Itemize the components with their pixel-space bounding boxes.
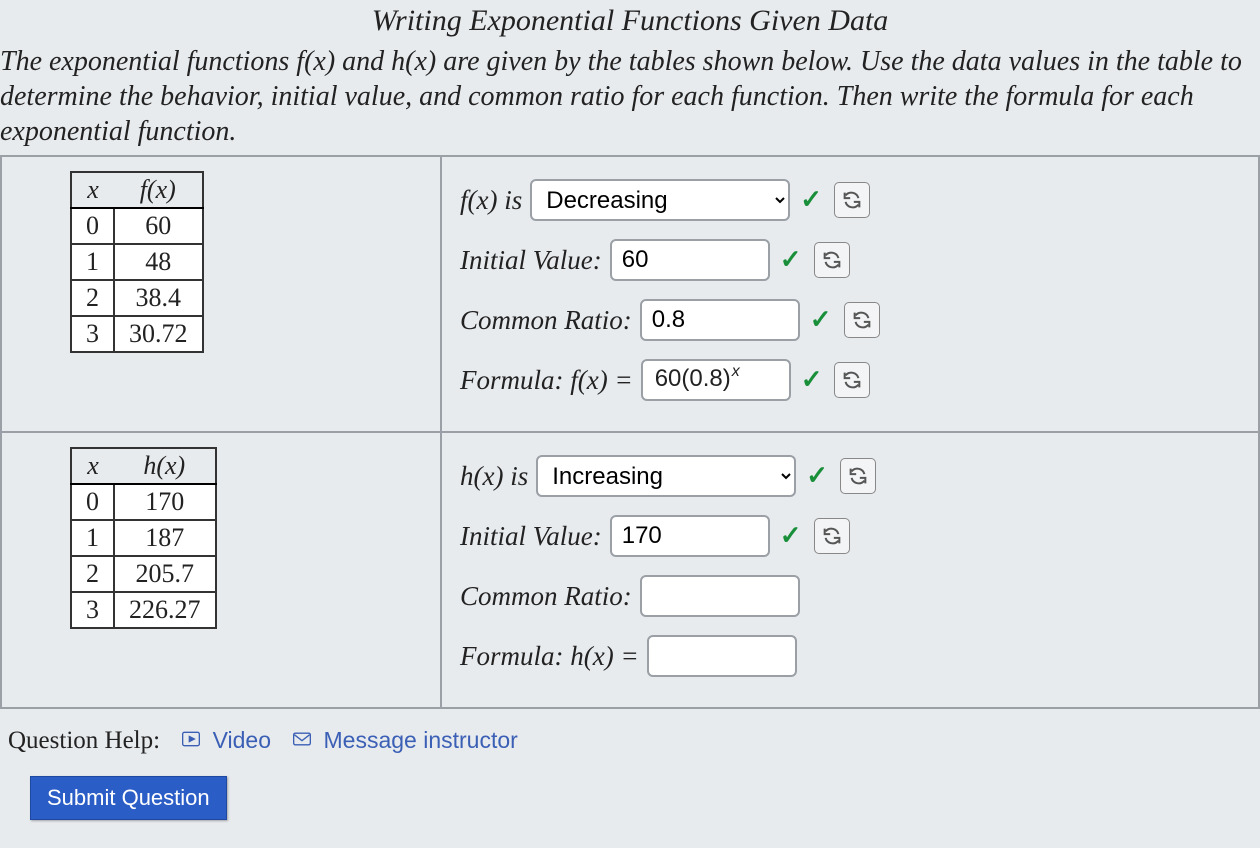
formula-input[interactable] — [647, 635, 797, 677]
retry-icon[interactable] — [814, 242, 850, 278]
initial-value-input[interactable] — [610, 515, 770, 557]
table-row: 2205.7 — [71, 556, 216, 592]
behavior-select[interactable]: IncreasingDecreasing — [530, 179, 790, 221]
formula-input[interactable]: 60(0.8)x — [641, 359, 791, 401]
table-row: 3226.27 — [71, 592, 216, 628]
question-grid: xf(x)060148238.4330.72f(x) is Increasing… — [0, 155, 1260, 709]
y-cell: 38.4 — [114, 280, 203, 316]
retry-icon[interactable] — [834, 362, 870, 398]
behavior-label: h(x) is — [460, 461, 528, 492]
table-row: 330.72 — [71, 316, 203, 352]
y-cell: 30.72 — [114, 316, 203, 352]
page-title: Writing Exponential Functions Given Data — [0, 0, 1260, 44]
initial-value-input[interactable] — [610, 239, 770, 281]
y-cell: 48 — [114, 244, 203, 280]
f-data-table: xf(x)060148238.4330.72 — [70, 171, 204, 353]
f-answer-cell: f(x) is IncreasingDecreasing✓Initial Val… — [441, 156, 1259, 432]
formula-label: Formula: f(x) = — [460, 365, 633, 396]
common-ratio-input[interactable] — [640, 575, 800, 617]
common-ratio-label: Common Ratio: — [460, 581, 632, 612]
col-x-header: x — [71, 448, 114, 484]
behavior-select[interactable]: IncreasingDecreasing — [536, 455, 796, 497]
retry-icon[interactable] — [840, 458, 876, 494]
x-cell: 2 — [71, 280, 114, 316]
message-instructor-link[interactable]: Message instructor — [324, 727, 518, 753]
formula-row: Formula: h(x) = — [460, 635, 1240, 677]
x-cell: 3 — [71, 316, 114, 352]
common-ratio-label: Common Ratio: — [460, 305, 632, 336]
h-table-cell: xh(x)017011872205.73226.27 — [1, 432, 441, 708]
retry-icon[interactable] — [834, 182, 870, 218]
table-row: 148 — [71, 244, 203, 280]
common-ratio-input[interactable] — [640, 299, 800, 341]
question-help-row: Question Help: Video Message instructor — [0, 709, 1260, 766]
common-ratio-row: Common Ratio: ✓ — [460, 299, 1240, 341]
behavior-label: f(x) is — [460, 185, 522, 216]
h-answer-cell: h(x) is IncreasingDecreasing✓Initial Val… — [441, 432, 1259, 708]
y-cell: 226.27 — [114, 592, 216, 628]
col-fx-header: h(x) — [114, 448, 216, 484]
table-row: 060 — [71, 208, 203, 244]
initial-value-row: Initial Value: ✓ — [460, 515, 1240, 557]
submit-question-button[interactable]: Submit Question — [30, 776, 227, 820]
y-cell: 205.7 — [114, 556, 216, 592]
video-icon — [180, 728, 202, 756]
y-cell: 170 — [114, 484, 216, 520]
y-cell: 60 — [114, 208, 203, 244]
x-cell: 1 — [71, 520, 114, 556]
retry-icon[interactable] — [814, 518, 850, 554]
x-cell: 1 — [71, 244, 114, 280]
help-label: Question Help: — [8, 727, 160, 754]
question-prompt: The exponential functions f(x) and h(x) … — [0, 44, 1260, 155]
initial-value-label: Initial Value: — [460, 245, 602, 276]
y-cell: 187 — [114, 520, 216, 556]
retry-icon[interactable] — [844, 302, 880, 338]
behavior-row: h(x) is IncreasingDecreasing ✓ — [460, 455, 1240, 497]
x-cell: 0 — [71, 484, 114, 520]
formula-row: Formula: f(x) = 60(0.8)x ✓ — [460, 359, 1240, 401]
behavior-row: f(x) is IncreasingDecreasing ✓ — [460, 179, 1240, 221]
check-icon: ✓ — [780, 521, 802, 551]
initial-value-row: Initial Value: ✓ — [460, 239, 1240, 281]
check-icon: ✓ — [806, 461, 828, 491]
x-cell: 0 — [71, 208, 114, 244]
check-icon: ✓ — [800, 185, 822, 215]
video-link[interactable]: Video — [213, 727, 271, 753]
mail-icon — [291, 728, 313, 756]
x-cell: 2 — [71, 556, 114, 592]
check-icon: ✓ — [780, 245, 802, 275]
table-row: 238.4 — [71, 280, 203, 316]
h-data-table: xh(x)017011872205.73226.27 — [70, 447, 217, 629]
formula-label: Formula: h(x) = — [460, 641, 639, 672]
initial-value-label: Initial Value: — [460, 521, 602, 552]
table-row: 0170 — [71, 484, 216, 520]
col-x-header: x — [71, 172, 114, 208]
check-icon: ✓ — [801, 365, 823, 395]
x-cell: 3 — [71, 592, 114, 628]
col-fx-header: f(x) — [114, 172, 203, 208]
common-ratio-row: Common Ratio: — [460, 575, 1240, 617]
table-row: 1187 — [71, 520, 216, 556]
check-icon: ✓ — [810, 305, 832, 335]
f-table-cell: xf(x)060148238.4330.72 — [1, 156, 441, 432]
